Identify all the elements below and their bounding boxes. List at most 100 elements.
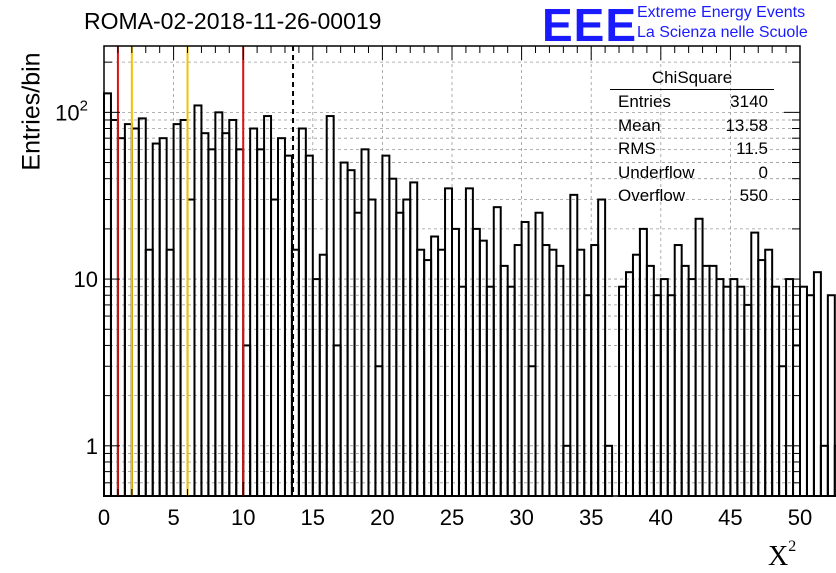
histogram-bar — [778, 365, 788, 497]
histogram-bar — [109, 118, 119, 497]
histogram-bar — [680, 264, 690, 498]
histogram-bar — [618, 285, 627, 497]
stats-value: 11.5 — [736, 139, 768, 159]
stats-value: 550 — [739, 186, 768, 206]
histogram-bar — [318, 253, 328, 497]
histogram-bar — [235, 148, 245, 497]
histogram-bar — [812, 271, 822, 497]
x-tick-label: 20 — [370, 505, 394, 530]
histogram-bar — [123, 123, 133, 498]
histogram-bar — [311, 278, 321, 497]
histogram-bar — [360, 148, 370, 497]
x-tick-label: 5 — [167, 505, 179, 530]
histogram-bar — [242, 344, 252, 497]
histogram-bar — [499, 264, 509, 498]
histogram-bar — [409, 181, 419, 497]
histogram-bar — [214, 111, 224, 498]
histogram-bar — [805, 294, 815, 497]
histogram-bar — [715, 278, 725, 497]
histogram-bar — [722, 285, 732, 497]
histogram-bar — [200, 132, 210, 497]
histogram-bar — [492, 206, 502, 497]
x-tick-label: 15 — [301, 505, 325, 530]
histogram-bar — [388, 177, 398, 497]
histogram-bar — [590, 244, 600, 497]
logo-caption-line2: La Scienza nelle Scuole — [637, 24, 808, 41]
histogram-bar — [297, 127, 307, 498]
histogram-bar — [158, 137, 168, 498]
histogram-bar — [826, 294, 836, 497]
histogram-bar — [520, 220, 530, 497]
histogram-bar — [701, 264, 711, 498]
logo-caption-line1: Extreme Energy Events — [637, 4, 806, 21]
histogram-bar — [785, 278, 795, 497]
stats-label: RMS — [618, 139, 656, 159]
histogram-bar — [625, 271, 634, 497]
histogram-bar — [402, 198, 412, 498]
histogram-bar — [736, 285, 746, 497]
y-tick-label: 10 — [74, 267, 98, 292]
histogram-bar — [506, 285, 516, 497]
histogram-bar — [116, 137, 126, 498]
histogram-bar — [256, 148, 266, 497]
histogram-bar — [659, 278, 669, 497]
stats-label: Overflow — [618, 186, 686, 206]
histogram-bar — [130, 127, 140, 498]
stats-row-overflow: Overflow 550 — [610, 184, 774, 207]
histogram-bar — [799, 285, 808, 497]
x-tick-label: 25 — [440, 505, 464, 530]
stats-value: 0 — [758, 162, 768, 182]
chart-title: ROMA-02-2018-11-26-00019 — [84, 8, 382, 34]
stats-label: Mean — [618, 115, 661, 135]
histogram-bar — [513, 244, 523, 497]
histogram-bar — [597, 198, 607, 498]
histogram-bar — [172, 123, 182, 498]
eee-logo: EEE — [542, 0, 638, 51]
histogram-bar — [332, 344, 342, 497]
histogram-bar — [103, 92, 112, 498]
x-tick-label: 50 — [788, 505, 812, 530]
histogram-bar — [151, 142, 161, 497]
histogram-bar — [729, 278, 739, 497]
histogram-bar — [645, 264, 655, 498]
histogram-bar — [555, 264, 565, 498]
marker-lines — [116, 46, 295, 496]
histogram-bar — [186, 198, 196, 498]
histogram-bar — [708, 264, 718, 498]
histogram-bar — [471, 227, 481, 498]
histogram-bar — [771, 285, 781, 497]
stats-box: ChiSquare Entries 3140 Mean 13.58 RMS 11.5 … — [610, 66, 774, 207]
histogram-bar — [743, 303, 753, 497]
tick-labels: 0 5 10 15 20 25 30 35 40 45 50 1 10 102 — [55, 97, 812, 530]
histogram-bar — [464, 187, 474, 497]
histogram-bar — [673, 244, 683, 497]
histogram-bar — [457, 285, 467, 497]
histogram-bar — [451, 227, 460, 498]
x-tick-label: 10 — [231, 505, 255, 530]
histogram-bar — [631, 253, 641, 497]
histogram-bar — [179, 118, 189, 497]
histogram-bar — [207, 148, 217, 497]
histogram-bar — [485, 285, 495, 497]
x-axis-label: X2 — [768, 538, 796, 573]
histogram-bar — [444, 187, 454, 497]
x-tick-label: 35 — [579, 505, 603, 530]
stats-label: Entries — [618, 92, 671, 112]
stats-value: 13.58 — [725, 115, 768, 135]
stats-row-underflow: Underflow 0 — [610, 161, 774, 184]
histogram-bar — [346, 169, 356, 497]
histogram-bar — [277, 137, 286, 498]
histogram-bar — [381, 154, 391, 498]
stats-title: ChiSquare — [610, 66, 774, 91]
histogram-bar — [283, 154, 293, 498]
histogram-bar — [137, 117, 147, 497]
x-axis-label-sup: 2 — [788, 538, 797, 555]
x-tick-label: 40 — [649, 505, 673, 530]
histogram-bar — [750, 231, 760, 497]
histogram-bar — [325, 115, 335, 497]
histogram-bar — [263, 115, 273, 497]
histogram-bar — [541, 244, 551, 497]
histogram-bar — [694, 217, 704, 497]
stats-row-entries: Entries 3140 — [610, 90, 774, 113]
